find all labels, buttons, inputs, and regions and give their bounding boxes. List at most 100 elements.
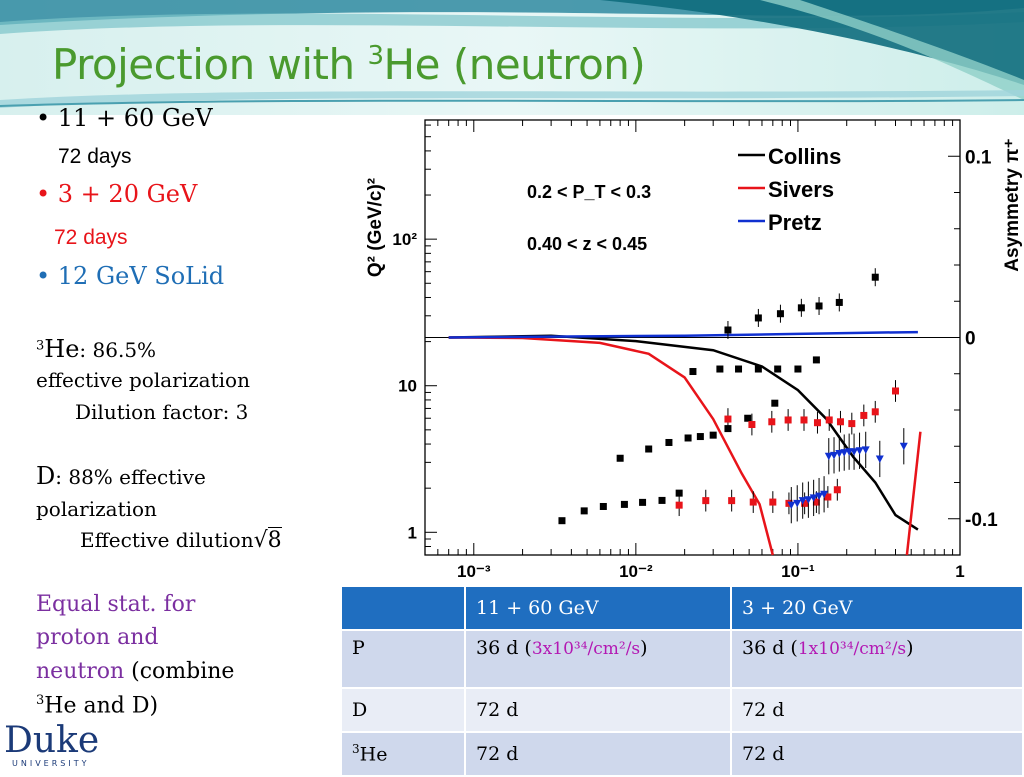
- data-point: [754, 365, 762, 373]
- d-polarization-line2: polarization: [36, 497, 157, 521]
- data-point: [769, 498, 777, 506]
- data-point: [794, 365, 802, 373]
- data-point: [658, 496, 666, 504]
- y-tick-label-left: 10²: [392, 230, 417, 249]
- data-point: [724, 326, 732, 334]
- cell-he3-3-20: 72 d: [730, 731, 1024, 777]
- data-point: [824, 493, 832, 501]
- sqrt-icon: √: [253, 528, 268, 553]
- data-point: [848, 420, 856, 428]
- data-point: [824, 452, 833, 461]
- he3-polarization: 3He: 86.5%: [36, 335, 157, 363]
- data-point: [616, 454, 624, 462]
- bullet-3-20-days: 72 days: [54, 226, 128, 249]
- cell-d-11-60: 72 d: [464, 687, 732, 733]
- duke-logo: Duke UNIVERSITY: [4, 720, 99, 768]
- cell-p-3-20: 36 d (1x10³⁴/cm²/s): [730, 629, 1024, 689]
- data-point: [580, 507, 588, 515]
- equal-stat-line3: neutron (combine: [36, 659, 235, 684]
- y-tick-label-right: -0.1: [965, 510, 998, 531]
- data-point: [801, 499, 809, 507]
- table-header-3-20: 3 + 20 GeV: [730, 585, 1024, 631]
- data-point: [793, 499, 802, 508]
- d-polarization: D: 88% effective: [36, 462, 206, 490]
- beam-time-table: 11 + 60 GeV 3 + 20 GeV P 36 d (3x10³⁴/cm…: [340, 585, 1024, 777]
- y-tick-label-left: 10: [398, 377, 417, 396]
- data-point: [728, 497, 736, 505]
- data-point: [558, 517, 566, 525]
- equal-stat-line4: 3He and D): [36, 693, 159, 719]
- data-point: [812, 498, 820, 506]
- logo-name: Duke: [4, 720, 99, 761]
- data-point: [855, 447, 864, 455]
- chart-annotation: 0.40 < z < 0.45: [527, 234, 647, 254]
- data-point: [748, 421, 756, 428]
- data-point: [702, 497, 710, 505]
- logo-sub: UNIVERSITY: [12, 759, 90, 768]
- bullet-3-20-gev: • 3 + 20 GeV: [36, 180, 198, 208]
- data-point: [665, 438, 673, 446]
- y-axis-label-left: Q² (GeV/c)²: [365, 178, 386, 277]
- data-point: [861, 446, 870, 454]
- data-point: [835, 450, 844, 458]
- data-point: [871, 408, 879, 416]
- data-point: [871, 273, 879, 281]
- x-tick-label: 10⁻²: [619, 562, 653, 581]
- data-point: [809, 494, 818, 502]
- row-label-d: D: [340, 687, 466, 733]
- data-point: [774, 365, 782, 373]
- table-header-row: 11 + 60 GeV 3 + 20 GeV: [340, 585, 1024, 631]
- chart-annotation: 0.2 < P_T < 0.3: [527, 182, 651, 202]
- curve-pretz: [448, 330, 918, 339]
- data-point: [599, 502, 607, 510]
- data-point: [645, 445, 653, 453]
- table-header-empty: [340, 585, 466, 631]
- x-tick-label: 10⁻³: [457, 562, 491, 581]
- data-point: [639, 498, 647, 506]
- data-point: [812, 356, 820, 364]
- y-axis-label-right: Asymmetry π⁺: [1002, 138, 1023, 271]
- data-point: [735, 365, 743, 373]
- legend-label-pretz: Pretz: [768, 210, 822, 235]
- data-point: [754, 314, 762, 322]
- data-point: [784, 416, 792, 424]
- cell-d-3-20: 72 d: [730, 687, 1024, 733]
- legend-label-sivers: Sivers: [768, 177, 834, 202]
- x-tick-label: 1: [955, 562, 964, 581]
- data-point: [797, 304, 805, 312]
- cell-p-11-60: 36 d (3x10³⁴/cm²/s): [464, 629, 732, 689]
- data-point: [899, 442, 908, 451]
- y-tick-label-left: 1: [408, 523, 417, 542]
- data-point: [833, 486, 841, 494]
- data-point: [749, 498, 757, 506]
- data-point: [716, 365, 724, 373]
- data-point: [675, 501, 683, 509]
- data-point: [798, 497, 807, 505]
- he3-effective-polarization: effective polarization: [36, 368, 250, 392]
- row-label-p: P: [340, 629, 466, 689]
- data-point: [835, 298, 843, 306]
- data-point: [684, 434, 692, 442]
- projection-chart: 10⁻³ 10⁻² 10⁻¹ 1 1 10 10² 0.1 0 -0.1 Q² (GeV/c)² As…: [365, 119, 1023, 581]
- cell-he3-11-60: 72 d: [464, 731, 732, 777]
- table-row: D 72 d 72 d: [340, 687, 1024, 733]
- data-point: [724, 415, 732, 423]
- legend-label-collins: Collins: [768, 144, 841, 169]
- data-point: [800, 416, 808, 424]
- bullet-11-60-gev: • 11 + 60 GeV: [36, 104, 213, 132]
- table-row: P 36 d (3x10³⁴/cm²/s) 36 d (1x10³⁴/cm²/s…: [340, 629, 1024, 689]
- data-point: [820, 490, 829, 499]
- data-point: [689, 368, 697, 376]
- bullet-11-60-days: 72 days: [58, 145, 132, 168]
- data-point: [840, 449, 849, 457]
- data-point: [892, 387, 900, 395]
- row-label-he3: 3He: [340, 731, 466, 777]
- data-point: [620, 500, 628, 508]
- y-tick-label-right: 0.1: [965, 147, 992, 168]
- y-tick-label-right: 0: [965, 329, 976, 350]
- curve-collins: [448, 334, 919, 531]
- data-point: [696, 433, 704, 441]
- data-point: [813, 419, 821, 427]
- data-point: [744, 414, 752, 422]
- he3-dilution-factor: Dilution factor: 3: [75, 400, 249, 424]
